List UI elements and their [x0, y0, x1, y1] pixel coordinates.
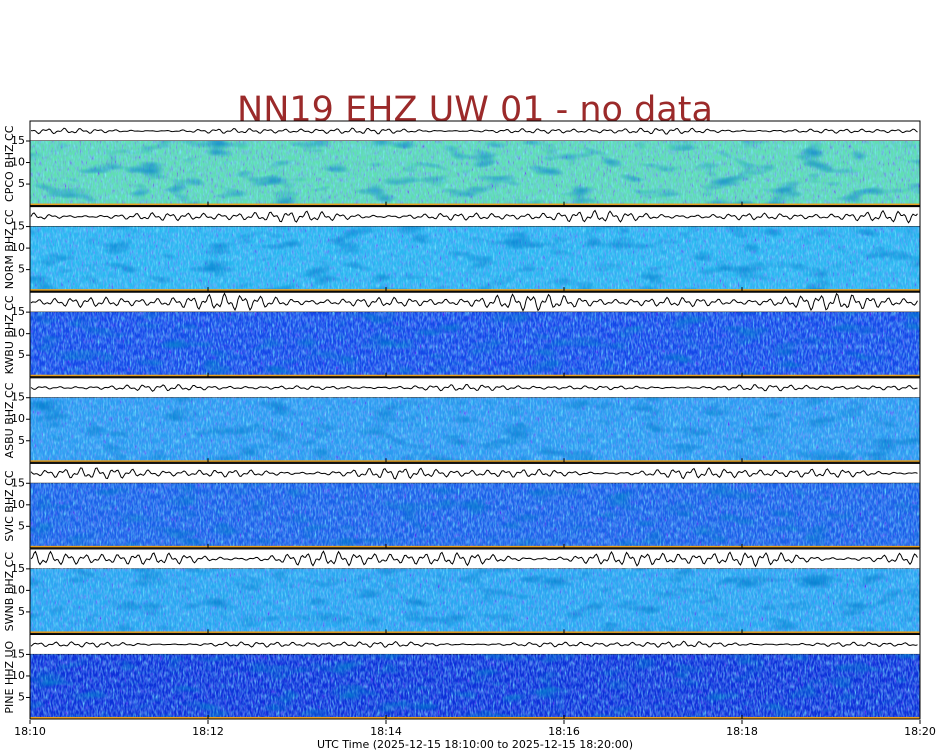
y-tick-label: 5	[18, 348, 25, 361]
panel-frame	[29, 291, 921, 378]
x-tick-label: 18:10	[14, 725, 46, 738]
waveform-box	[29, 291, 921, 313]
panel-frame	[29, 633, 921, 720]
y-tick-label: 5	[18, 434, 25, 447]
panel-label: ASBU BHZ CC	[3, 382, 16, 458]
waveform	[30, 383, 918, 392]
waveform	[30, 467, 918, 480]
spectrogram-texture	[30, 483, 920, 548]
spectrogram-floor	[30, 203, 920, 206]
spectrogram-floor	[30, 460, 920, 463]
panel-frame	[29, 377, 921, 463]
panel-label: CPCO BHZ CC	[3, 125, 16, 202]
y-tick-label: 15	[11, 305, 25, 318]
spectrogram-floor	[30, 717, 920, 719]
spectrogram-texture	[30, 226, 920, 292]
y-tick-label: 15	[11, 391, 25, 404]
spectrogram-texture	[30, 568, 920, 634]
y-tick-label: 10	[11, 327, 25, 340]
panel-label: SWNB BHZ CC	[3, 552, 16, 632]
y-tick-label: 15	[11, 476, 25, 489]
x-axis-label: UTC Time (2025-12-15 18:10:00 to 2025-12…	[317, 738, 633, 751]
waveform	[30, 127, 918, 135]
y-tick-label: 5	[18, 177, 25, 190]
y-tick-label: 10	[11, 241, 25, 254]
y-tick-label: 5	[18, 605, 25, 618]
y-tick-label: 10	[11, 669, 25, 682]
panel-frame	[29, 206, 921, 292]
waveform	[30, 292, 918, 312]
panel-frame	[29, 120, 921, 207]
panel-label: SVIC BHZ CC	[3, 470, 16, 541]
y-tick-label: 10	[11, 583, 25, 596]
x-tick-label: 18:18	[726, 725, 758, 738]
y-tick-label: 10	[11, 498, 25, 511]
y-tick-label: 15	[11, 647, 25, 660]
spectrogram-floor	[30, 545, 920, 548]
waveform-box	[29, 548, 921, 570]
spectrogram-texture	[30, 397, 920, 463]
spectrogram-texture	[30, 141, 920, 206]
panel-label: KWBU BHZ CC	[3, 295, 16, 374]
panel-frame	[29, 548, 921, 634]
spectrogram-floor	[30, 374, 920, 377]
y-tick-label: 15	[11, 220, 25, 233]
waveform	[30, 209, 918, 224]
y-tick-label: 15	[11, 562, 25, 575]
panel-frame	[29, 462, 921, 549]
spectrogram-floor	[30, 289, 920, 292]
y-tick-label: 5	[18, 263, 25, 276]
y-tick-label: 10	[11, 412, 25, 425]
x-tick-label: 18:12	[192, 725, 224, 738]
waveform	[30, 550, 918, 568]
panel-label: PINE HHZ UO	[3, 640, 16, 713]
y-tick-label: 10	[11, 156, 25, 169]
panel-label: NORM BHZ CC	[3, 209, 16, 289]
y-tick-label: 5	[18, 519, 25, 532]
spectrogram-texture	[30, 654, 920, 719]
x-tick-label: 18:14	[370, 725, 402, 738]
x-tick-label: 18:16	[548, 725, 580, 738]
y-tick-label: 5	[18, 690, 25, 703]
spectrogram-texture	[30, 312, 920, 377]
x-tick-label: 18:20	[904, 725, 936, 738]
y-tick-label: 15	[11, 134, 25, 147]
spectrogram-floor	[30, 631, 920, 634]
waveform	[30, 640, 918, 648]
